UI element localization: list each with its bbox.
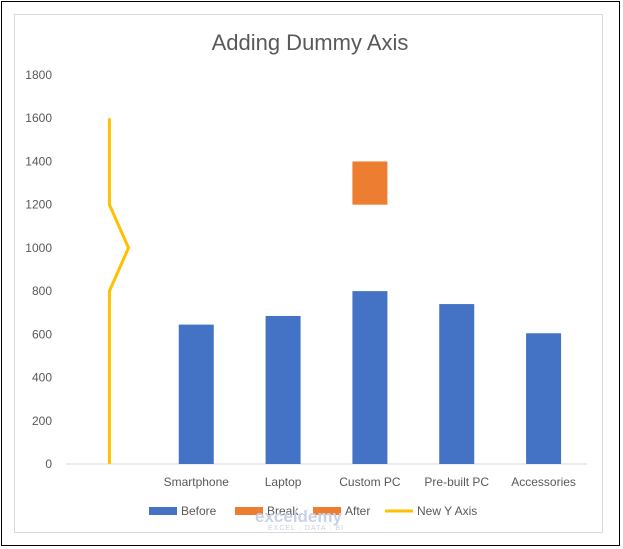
y-tick-label: 1800: [25, 68, 52, 82]
watermark-logo: exceldemy: [255, 507, 342, 526]
bar-before: [352, 291, 388, 464]
legend-swatch-break: [235, 507, 263, 515]
y-tick-label: 1200: [25, 198, 52, 212]
y-tick-label: 1600: [25, 111, 52, 125]
legend-label: Before: [181, 504, 217, 518]
x-tick-label: Custom PC: [339, 475, 401, 489]
y-axis-ticks: 0 200 400 600 800 1000 1200 1400 1600 1800: [25, 68, 52, 471]
bars: [107, 118, 562, 464]
watermark-tagline: EXCEL · DATA · BI: [268, 525, 344, 532]
bar-after: [352, 161, 388, 205]
y-tick-label: 0: [45, 457, 52, 471]
y-tick-label: 800: [32, 284, 52, 298]
y-tick-label: 600: [32, 327, 52, 341]
legend: Before Break After New Y Axis: [149, 504, 477, 518]
legend-label: New Y Axis: [417, 504, 477, 518]
legend-swatch-after: [313, 507, 341, 515]
line-new-y-axis: [107, 118, 131, 464]
x-axis-ticks: Smartphone Laptop Custom PC Pre-built PC Acc…: [164, 475, 576, 489]
y-tick-label: 200: [32, 414, 52, 428]
x-tick-label: Accessories: [511, 475, 576, 489]
chart-area: [14, 14, 603, 533]
watermark: exceldemy EXCEL · DATA · BI: [255, 507, 344, 532]
legend-label: Break: [267, 504, 299, 518]
x-tick-label: Laptop: [265, 475, 302, 489]
x-tick-label: Smartphone: [164, 475, 230, 489]
bar-before: [526, 333, 562, 464]
bar-before: [265, 315, 301, 464]
chart-title: Adding Dummy Axis: [212, 30, 409, 55]
legend-label: After: [345, 504, 370, 518]
y-tick-label: 1400: [25, 154, 52, 168]
legend-swatch-before: [149, 507, 177, 515]
bar-before: [178, 324, 214, 464]
y-tick-label: 1000: [25, 241, 52, 255]
y-tick-label: 400: [32, 371, 52, 385]
x-tick-label: Pre-built PC: [424, 475, 489, 489]
bar-before: [439, 304, 475, 464]
